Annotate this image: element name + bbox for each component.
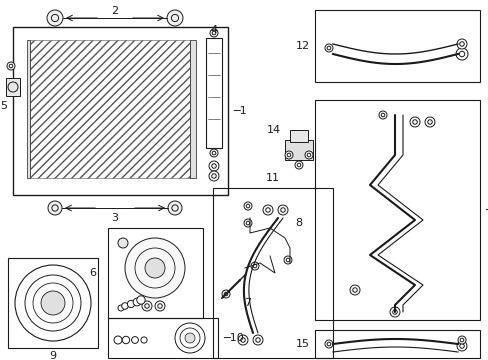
Circle shape [294, 161, 303, 169]
Circle shape [141, 337, 147, 343]
Circle shape [278, 205, 287, 215]
Circle shape [47, 10, 63, 26]
Circle shape [131, 337, 138, 343]
Text: 14: 14 [266, 125, 281, 135]
Text: 11: 11 [265, 173, 280, 183]
Circle shape [455, 48, 467, 60]
Bar [6, 78, 20, 96]
Circle shape [133, 298, 141, 306]
Bar [190, 40, 196, 178]
Circle shape [285, 151, 292, 159]
Circle shape [122, 303, 128, 309]
Text: 5: 5 [0, 101, 7, 111]
Circle shape [409, 117, 419, 127]
Text: 2: 2 [111, 6, 118, 16]
Circle shape [456, 39, 466, 49]
Circle shape [118, 238, 128, 248]
Circle shape [142, 301, 152, 311]
Circle shape [209, 149, 218, 157]
Text: 8: 8 [294, 218, 302, 228]
Text: ─13: ─13 [484, 205, 488, 215]
Circle shape [168, 201, 182, 215]
Text: 6: 6 [89, 268, 96, 278]
Text: 15: 15 [295, 339, 309, 349]
Circle shape [184, 333, 195, 343]
Circle shape [457, 336, 465, 344]
Circle shape [263, 205, 272, 215]
Circle shape [238, 335, 247, 345]
Circle shape [137, 296, 145, 304]
Circle shape [349, 285, 359, 295]
Bar [205, 38, 222, 148]
Circle shape [175, 323, 204, 353]
Circle shape [209, 29, 218, 37]
Circle shape [208, 171, 219, 181]
Circle shape [250, 262, 259, 270]
Circle shape [325, 340, 332, 348]
Circle shape [389, 307, 399, 317]
Circle shape [127, 300, 134, 307]
Bar [289, 130, 307, 142]
Circle shape [7, 62, 15, 70]
Text: 9: 9 [49, 351, 57, 360]
Bar [8, 258, 98, 348]
Text: 7: 7 [244, 298, 251, 308]
Text: ─10: ─10 [223, 333, 243, 343]
Text: 3: 3 [111, 213, 118, 223]
Circle shape [15, 265, 91, 341]
Circle shape [244, 202, 251, 210]
Circle shape [125, 238, 184, 298]
Circle shape [167, 10, 183, 26]
Circle shape [208, 161, 219, 171]
Circle shape [305, 151, 312, 159]
Bar [314, 330, 479, 358]
Circle shape [378, 111, 386, 119]
Text: 4: 4 [210, 25, 217, 35]
Circle shape [325, 44, 332, 52]
Circle shape [122, 336, 129, 344]
Bar [314, 10, 479, 82]
Circle shape [456, 341, 466, 351]
Bar [314, 100, 479, 320]
Circle shape [118, 305, 124, 311]
Bar [285, 140, 312, 160]
Bar [108, 318, 218, 358]
Circle shape [41, 291, 65, 315]
Bar [213, 188, 332, 358]
Circle shape [48, 201, 62, 215]
Bar [30, 40, 190, 178]
Circle shape [424, 117, 434, 127]
Circle shape [252, 335, 263, 345]
Circle shape [284, 256, 291, 264]
Circle shape [114, 336, 122, 344]
Circle shape [8, 82, 18, 92]
Circle shape [244, 219, 251, 227]
Bar [108, 228, 203, 318]
Text: ─1: ─1 [232, 106, 246, 116]
Circle shape [145, 258, 164, 278]
Bar [13, 27, 227, 195]
Circle shape [222, 290, 229, 298]
Bar [27, 40, 30, 178]
Circle shape [155, 301, 164, 311]
Text: 12: 12 [295, 41, 309, 51]
